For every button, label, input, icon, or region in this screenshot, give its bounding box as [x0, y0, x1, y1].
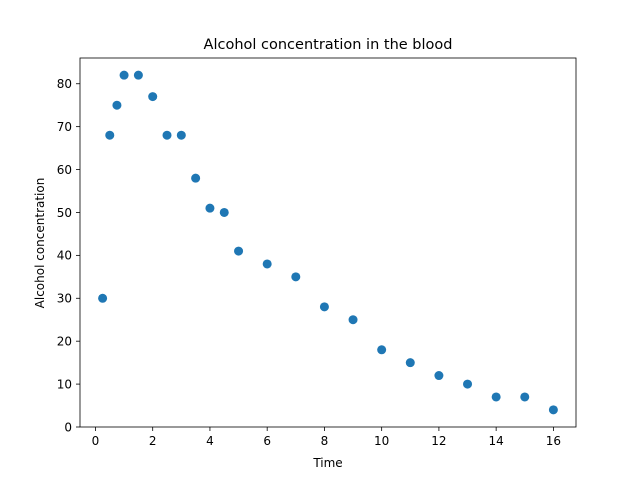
plot-background	[80, 58, 576, 427]
x-axis-label: Time	[312, 456, 342, 470]
x-tick-label: 2	[149, 434, 157, 448]
data-point	[119, 70, 129, 80]
data-point	[463, 379, 473, 389]
axes-frame	[79, 57, 577, 428]
y-tick-label: 0	[64, 420, 72, 434]
y-tick-label: 40	[57, 249, 72, 263]
x-tick-label: 16	[546, 434, 561, 448]
data-point	[191, 173, 201, 183]
data-point	[520, 392, 530, 402]
y-axis-label: Alcohol concentration	[33, 178, 47, 309]
data-point	[176, 130, 186, 140]
data-point	[319, 302, 329, 312]
data-point	[112, 100, 122, 110]
data-point	[105, 130, 115, 140]
data-point	[219, 207, 229, 217]
data-point	[162, 130, 172, 140]
y-tick-label: 30	[57, 292, 72, 306]
x-tick-label: 8	[321, 434, 329, 448]
x-tick-label: 12	[431, 434, 446, 448]
chart-title: Alcohol concentration in the blood	[204, 37, 453, 53]
y-tick-label: 70	[57, 120, 72, 134]
plot-area	[80, 58, 576, 427]
data-point	[434, 371, 444, 381]
data-point	[133, 70, 143, 80]
y-tick-label: 50	[57, 206, 72, 220]
data-point	[348, 315, 358, 325]
data-points	[98, 70, 558, 415]
x-tick-label: 14	[489, 434, 504, 448]
data-point	[98, 293, 108, 303]
data-point	[377, 345, 387, 355]
x-tick-label: 4	[206, 434, 214, 448]
data-point	[405, 358, 415, 368]
data-point	[491, 392, 501, 402]
data-point	[234, 246, 244, 256]
x-tick-label: 0	[92, 434, 100, 448]
y-tick-label: 80	[57, 77, 72, 91]
y-axis: 0 10 20 30 40 50 60 70 80	[57, 77, 80, 434]
data-point	[262, 259, 272, 269]
x-tick-label: 10	[374, 434, 389, 448]
y-tick-label: 10	[57, 377, 72, 391]
x-tick-label: 6	[263, 434, 271, 448]
x-axis: 0 2 4 6 8 10 12 14 16	[92, 427, 561, 448]
y-tick-label: 20	[57, 334, 72, 348]
data-point	[291, 272, 301, 282]
data-point	[148, 92, 158, 102]
y-tick-label: 60	[57, 163, 72, 177]
data-point	[205, 203, 215, 213]
data-point	[548, 405, 558, 415]
